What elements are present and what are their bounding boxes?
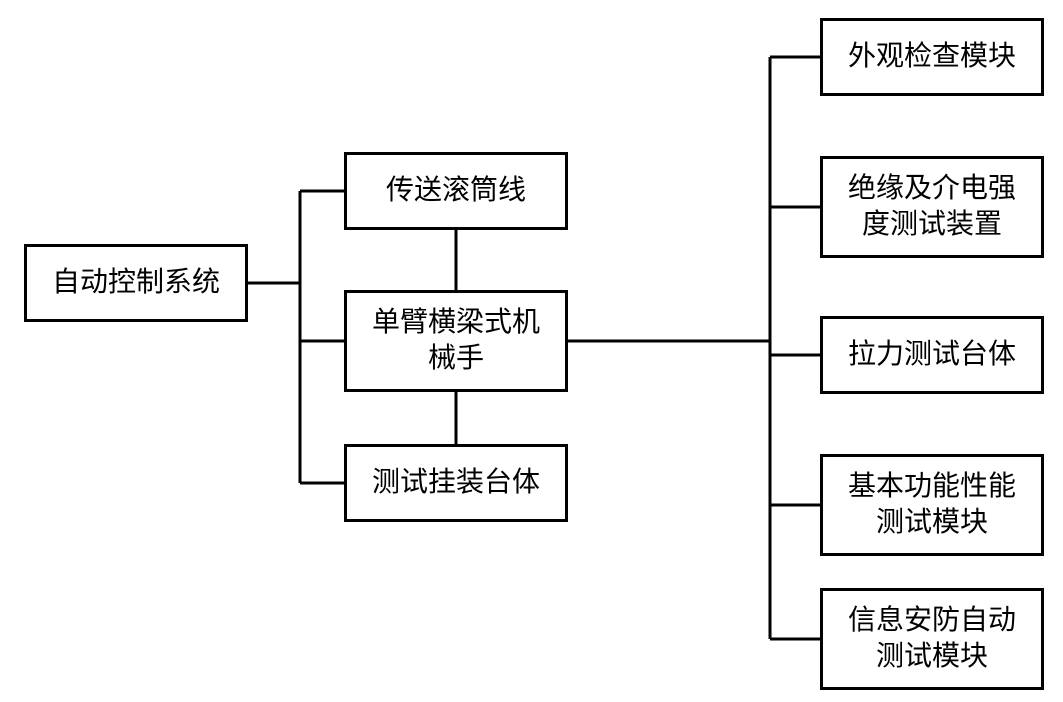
node-label: 传送滚筒线 <box>386 173 526 209</box>
node-tensile: 拉力测试台体 <box>820 316 1044 394</box>
node-basic-func: 基本功能性能测试模块 <box>820 454 1044 556</box>
node-label: 单臂横梁式机械手 <box>359 305 553 378</box>
node-label: 信息安防自动测试模块 <box>835 603 1029 676</box>
node-mount-platform: 测试挂装台体 <box>344 444 568 522</box>
node-appearance: 外观检查模块 <box>820 18 1044 96</box>
node-manipulator: 单臂横梁式机械手 <box>344 290 568 392</box>
node-conveyor: 传送滚筒线 <box>344 152 568 230</box>
node-label: 外观检查模块 <box>848 39 1016 75</box>
node-label: 拉力测试台体 <box>848 337 1016 373</box>
node-insulation: 绝缘及介电强度测试装置 <box>820 156 1044 258</box>
node-label: 测试挂装台体 <box>372 465 540 501</box>
node-info-sec: 信息安防自动测试模块 <box>820 588 1044 690</box>
node-label: 绝缘及介电强度测试装置 <box>835 171 1029 244</box>
node-auto-control: 自动控制系统 <box>24 244 248 322</box>
node-label: 自动控制系统 <box>52 265 220 301</box>
node-label: 基本功能性能测试模块 <box>835 469 1029 542</box>
